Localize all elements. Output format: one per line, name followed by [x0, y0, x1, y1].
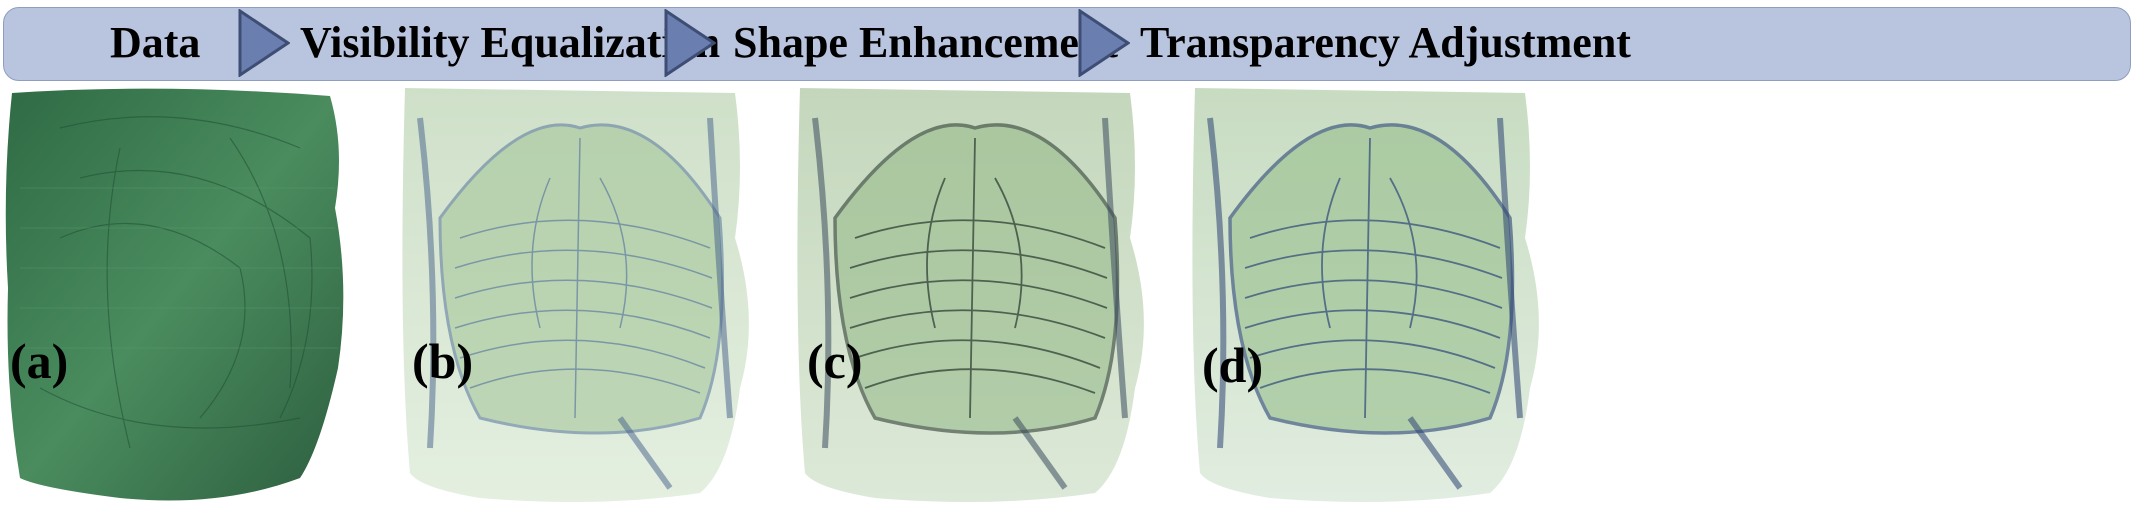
panel-b-visibility-equalization-render: (b)	[400, 88, 770, 528]
pipeline-arrow-icon	[1078, 9, 1130, 77]
pipeline-arrow-icon	[238, 9, 290, 77]
panel-b-label: (b)	[412, 333, 474, 389]
panel-a-label: (a)	[10, 333, 69, 389]
step-visibility-equalization-label: Visibility Equalization	[300, 18, 721, 67]
panel-d-transparency-adjustment-render: (d)	[1190, 88, 1560, 528]
pipeline-arrow-icon	[664, 9, 716, 77]
pipeline-bar	[3, 7, 2131, 81]
panel-a-raw-data-render: (a)	[0, 88, 390, 528]
panel-c-label: (c)	[807, 333, 863, 389]
panel-c-shape-enhancement-render: (c)	[795, 88, 1165, 528]
step-data-label: Data	[110, 18, 201, 67]
panel-d-label: (d)	[1202, 337, 1264, 393]
step-transparency-adjustment-label: Transparency Adjustment	[1140, 18, 1631, 67]
step-shape-enhancement-label: Shape Enhancement	[733, 18, 1119, 67]
